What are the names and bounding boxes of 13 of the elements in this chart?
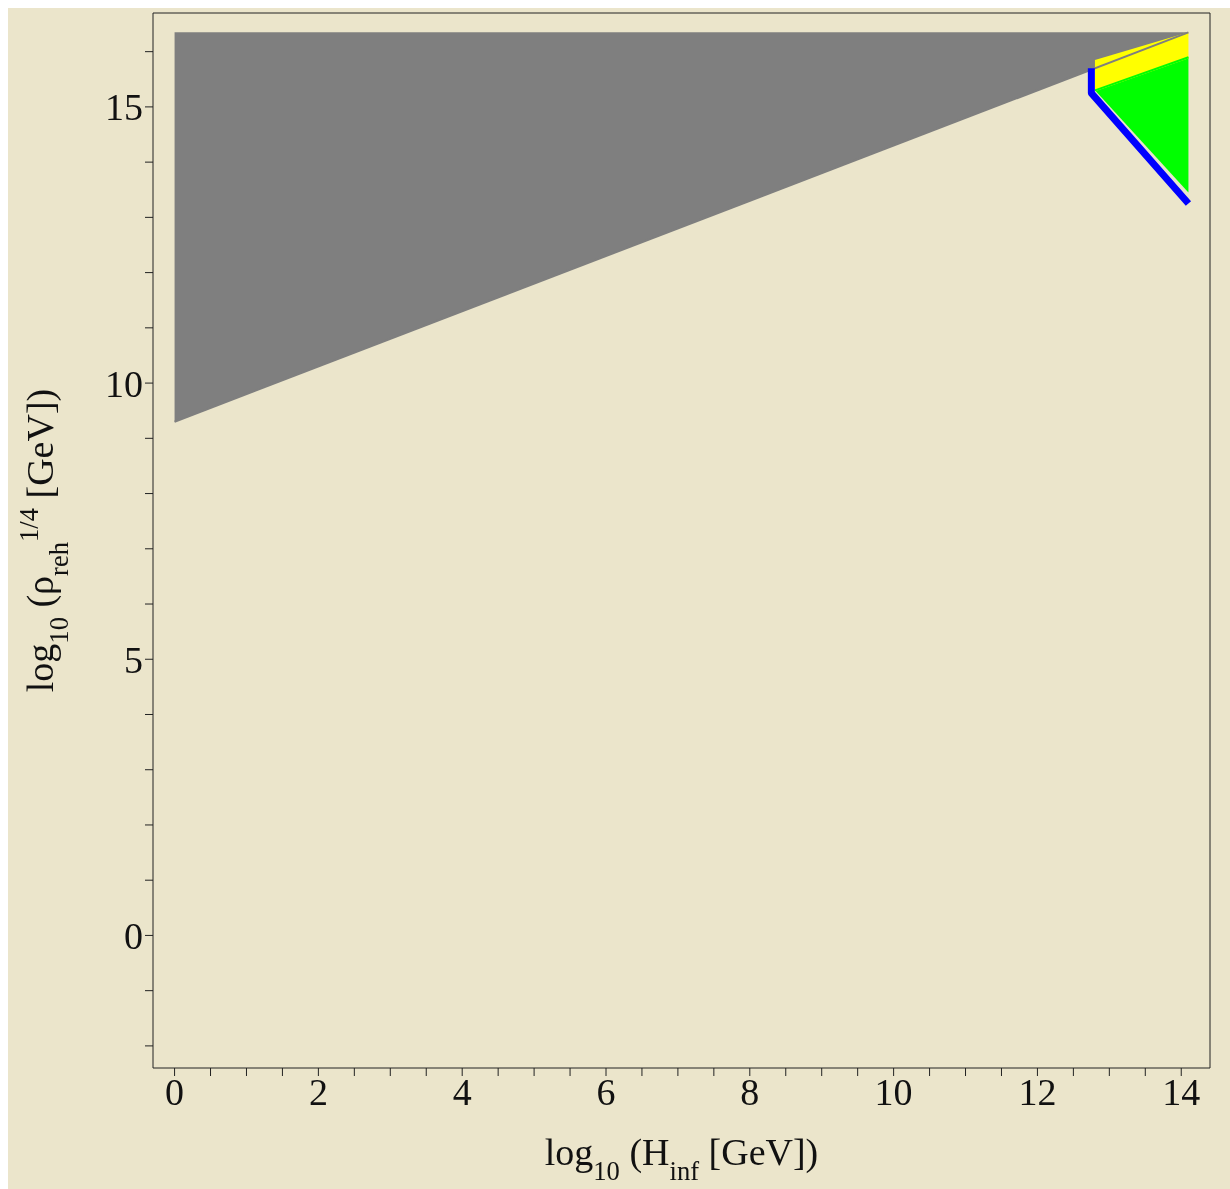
x-tick-label: 6 (596, 1070, 616, 1113)
x-tick-label: 14 (1162, 1070, 1201, 1113)
y-tick-label: 10 (105, 362, 143, 405)
x-tick-label: 4 (452, 1070, 472, 1113)
x-tick-label: 2 (308, 1070, 328, 1113)
x-tick-label: 8 (740, 1070, 760, 1113)
x-tick-label: 12 (1018, 1070, 1057, 1113)
x-axis-title: log$_{10}$ (H$_{inf}$ [GeV]) (544, 1131, 819, 1186)
x-tick-label: 10 (874, 1070, 913, 1113)
y-tick-label: 0 (124, 914, 143, 957)
x-tick-label: 0 (165, 1070, 185, 1113)
y-tick-label: 15 (105, 86, 143, 129)
y-tick-label: 5 (124, 638, 143, 681)
